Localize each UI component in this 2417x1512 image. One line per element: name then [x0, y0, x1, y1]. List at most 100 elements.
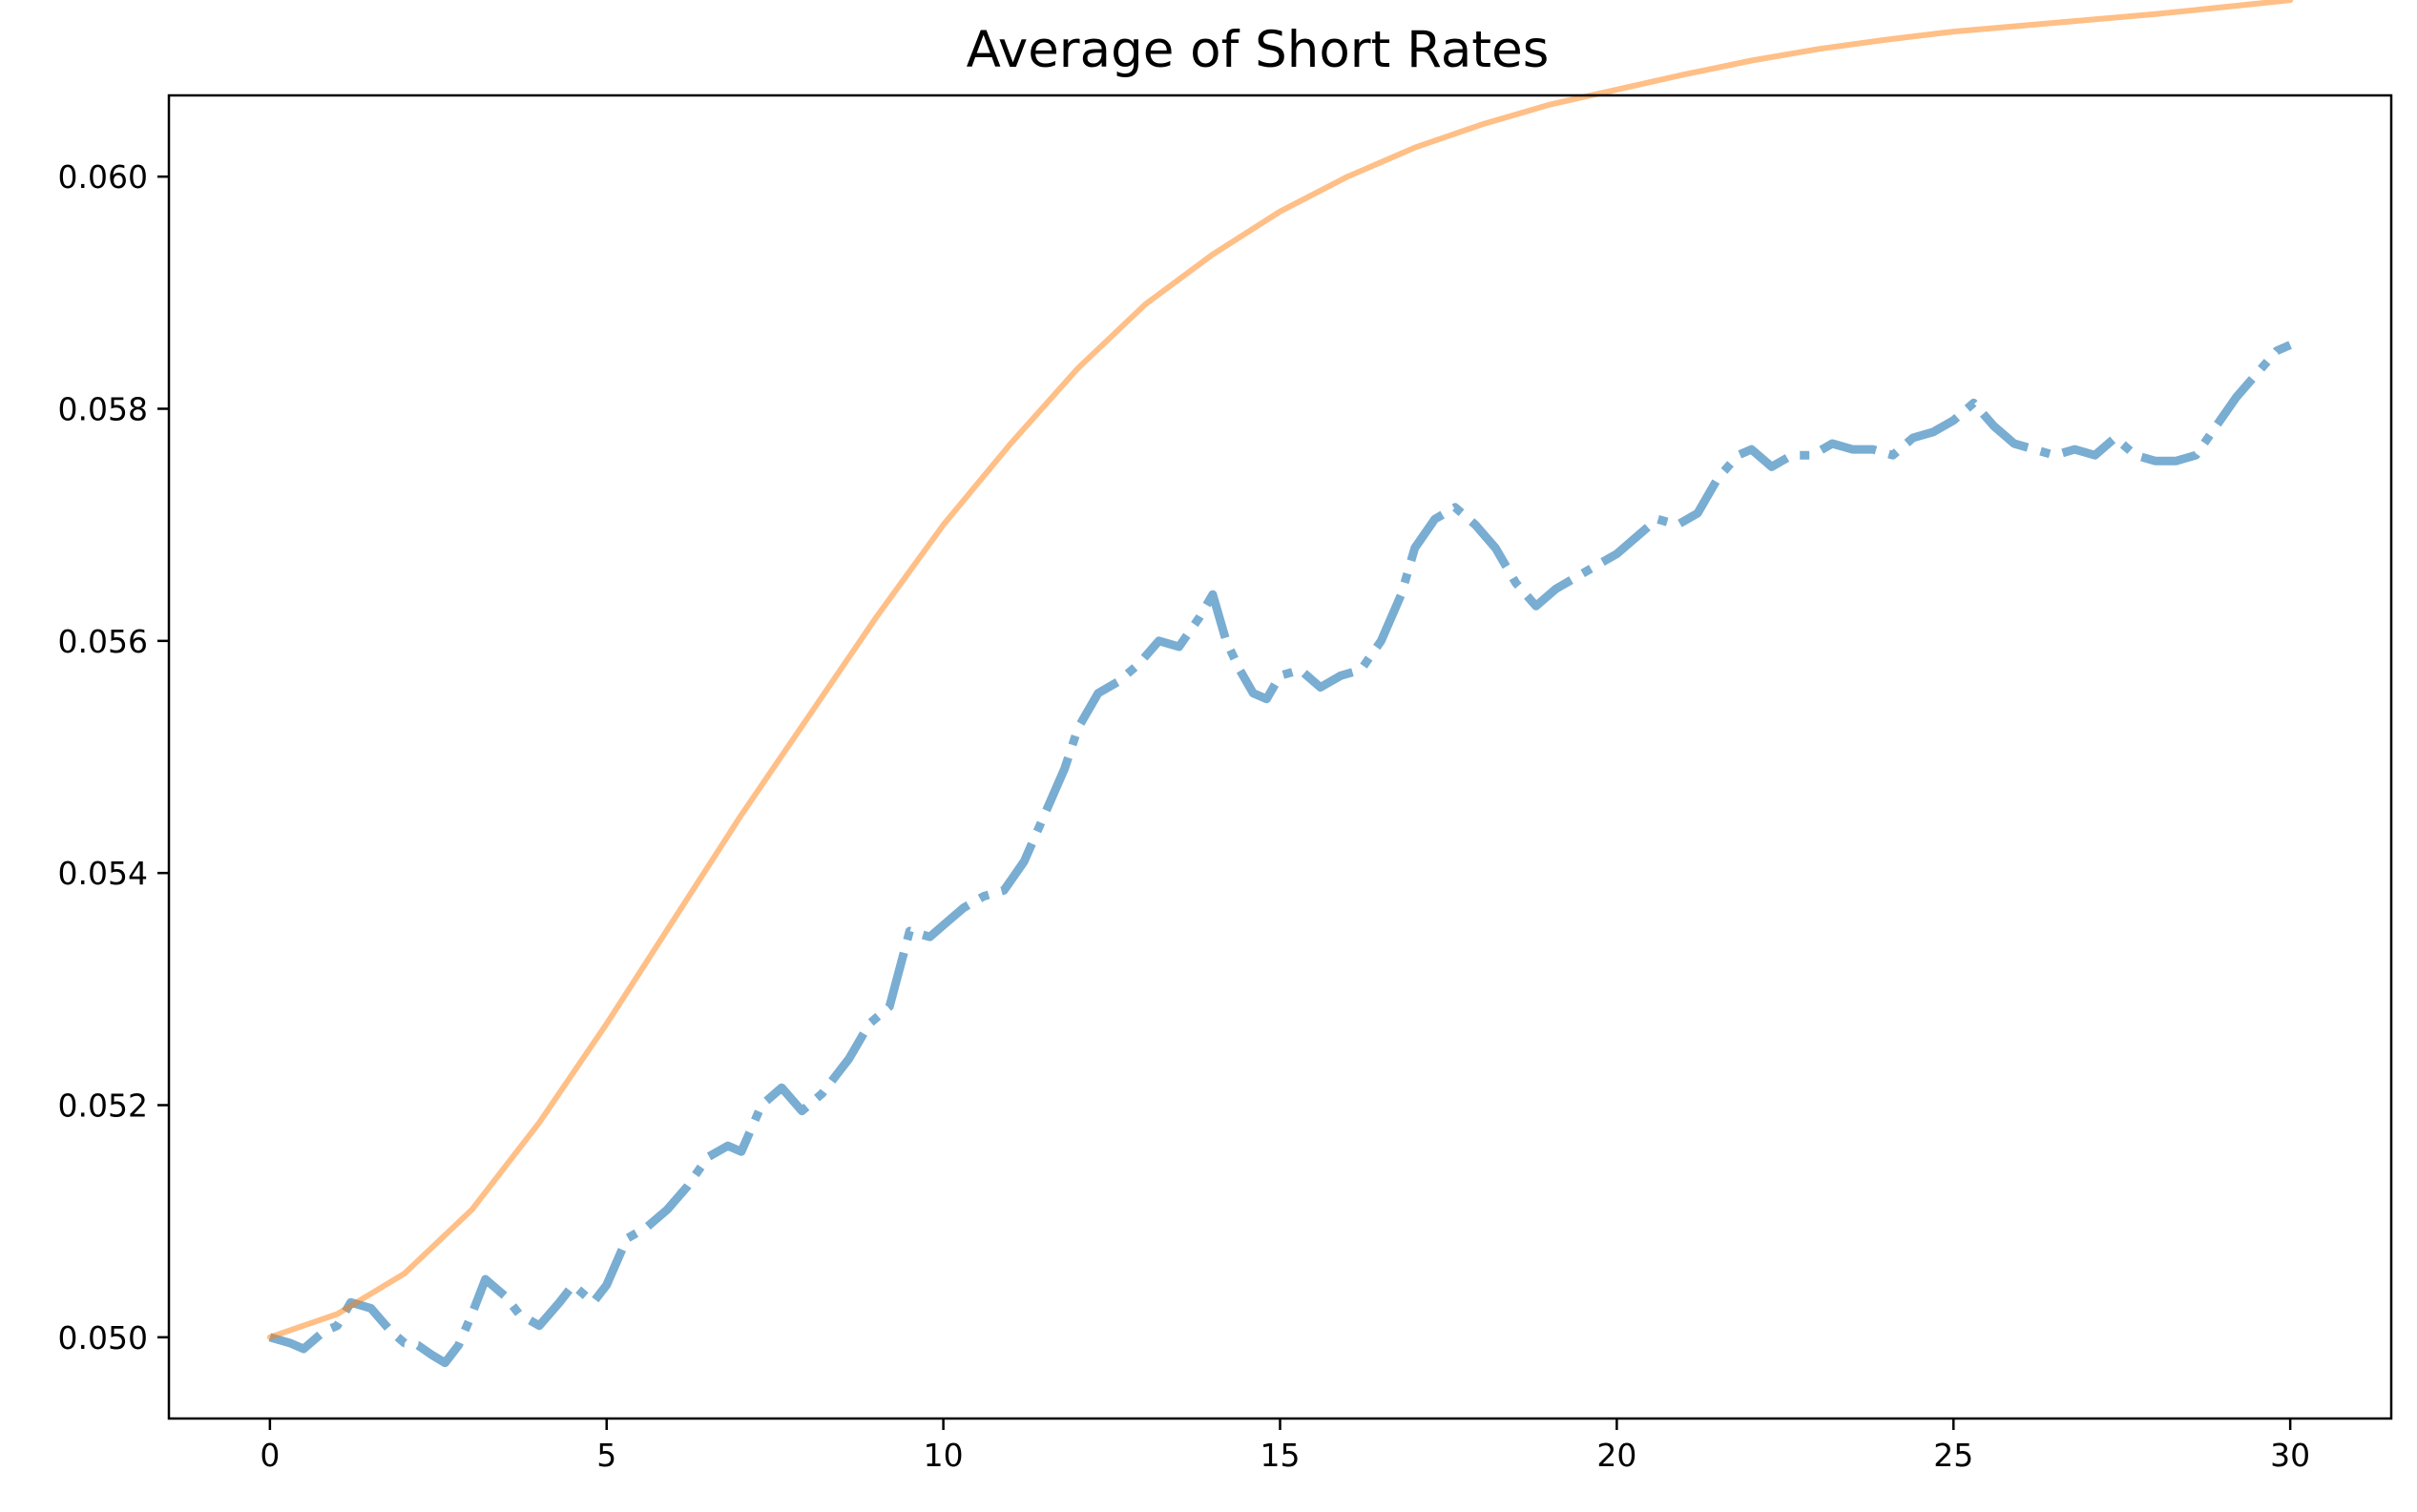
data-point: [1118, 681, 1119, 682]
data-point: [337, 1325, 338, 1326]
data-point: [559, 1302, 560, 1303]
data-point: [781, 1087, 782, 1088]
data-point: [1973, 403, 1974, 404]
data-point: [1300, 670, 1301, 671]
x-tick-label: 25: [1933, 1437, 1973, 1474]
data-point: [1771, 466, 1772, 467]
data-point: [290, 1342, 291, 1343]
data-point: [1145, 304, 1146, 305]
series-0: [268, 341, 2292, 1368]
data-point: [539, 1122, 540, 1123]
data-point: [929, 937, 930, 938]
data-point: [1819, 49, 1820, 50]
series-line-1: [266, 0, 2294, 1340]
data-point: [1434, 519, 1435, 520]
data-point: [1280, 675, 1281, 676]
data-point: [606, 1024, 607, 1025]
data-point: [2176, 461, 2177, 462]
data-point: [1414, 548, 1415, 549]
series-line-0: [268, 341, 2292, 1368]
data-point: [445, 1362, 446, 1363]
data-point: [1953, 420, 1954, 421]
data-point: [593, 1302, 594, 1303]
data-point: [1852, 449, 1853, 450]
data-point: [2290, 344, 2291, 345]
data-point: [674, 919, 675, 920]
y-tick-label: 0.050: [58, 1319, 148, 1357]
data-point: [1178, 646, 1179, 647]
data-point: [519, 1314, 520, 1315]
data-point: [471, 1210, 472, 1211]
data-point: [505, 1296, 506, 1297]
data-point: [1361, 670, 1362, 671]
data-point: [2156, 461, 2157, 462]
series-layer: [266, 0, 2294, 1368]
data-point: [876, 617, 877, 618]
data-point: [963, 907, 964, 908]
data-point: [1791, 455, 1792, 456]
data-point: [405, 1273, 406, 1274]
data-point: [1549, 104, 1550, 105]
data-point: [485, 1279, 486, 1280]
x-tick-label: 0: [260, 1437, 280, 1474]
data-point: [1892, 455, 1893, 456]
data-point: [1077, 728, 1078, 729]
data-point: [458, 1345, 459, 1346]
data-point: [1482, 124, 1483, 125]
data-point: [808, 715, 809, 716]
data-point: [1751, 449, 1752, 450]
data-point: [2236, 397, 2237, 398]
data-point: [761, 1105, 762, 1106]
data-point: [1953, 31, 1954, 32]
data-point: [1212, 254, 1213, 255]
data-point: [1751, 60, 1752, 61]
data-point: [1495, 548, 1496, 549]
data-point: [2013, 444, 2014, 445]
data-point: [1347, 176, 1348, 177]
data-point: [1812, 455, 1813, 456]
data-point: [1320, 687, 1321, 688]
data-point: [1097, 693, 1098, 694]
data-point: [1832, 444, 1833, 445]
data-point: [740, 815, 741, 816]
data-point: [269, 1336, 270, 1337]
x-tick-label: 20: [1596, 1437, 1636, 1474]
y-tick-label: 0.052: [58, 1087, 148, 1125]
data-point: [1414, 147, 1415, 148]
data-point: [1212, 594, 1213, 595]
data-point: [1341, 675, 1342, 676]
data-point: [2277, 350, 2278, 351]
data-point: [1738, 455, 1739, 456]
data-point: [1933, 431, 1934, 432]
data-point: [869, 1024, 870, 1025]
data-point: [2094, 455, 2095, 456]
data-point: [740, 1151, 741, 1152]
data-point: [2216, 425, 2217, 426]
data-point: [1872, 449, 1873, 450]
data-point: [1401, 594, 1402, 595]
data-point: [2020, 26, 2021, 27]
data-point: [909, 931, 910, 932]
data-point: [2135, 455, 2136, 456]
data-point: [1616, 89, 1617, 90]
data-point: [889, 1006, 890, 1007]
data-point: [539, 1325, 540, 1326]
data-point: [1077, 367, 1078, 368]
data-point: [1515, 583, 1516, 584]
data-point: [822, 1093, 823, 1094]
data-point: [2088, 19, 2089, 20]
data-point: [707, 1157, 708, 1158]
data-point: [2074, 449, 2075, 450]
data-point: [687, 1186, 688, 1187]
data-point: [1555, 589, 1556, 590]
data-point: [1656, 519, 1657, 520]
data-point: [1636, 536, 1637, 537]
data-point: [1024, 861, 1025, 862]
y-tick-label: 0.056: [58, 623, 148, 660]
chart-title: Average of Short Rates: [967, 21, 1550, 79]
data-point: [1253, 693, 1254, 694]
data-point: [2222, 7, 2223, 8]
data-point: [1616, 553, 1617, 554]
data-point: [943, 924, 944, 925]
data-point: [323, 1331, 324, 1332]
